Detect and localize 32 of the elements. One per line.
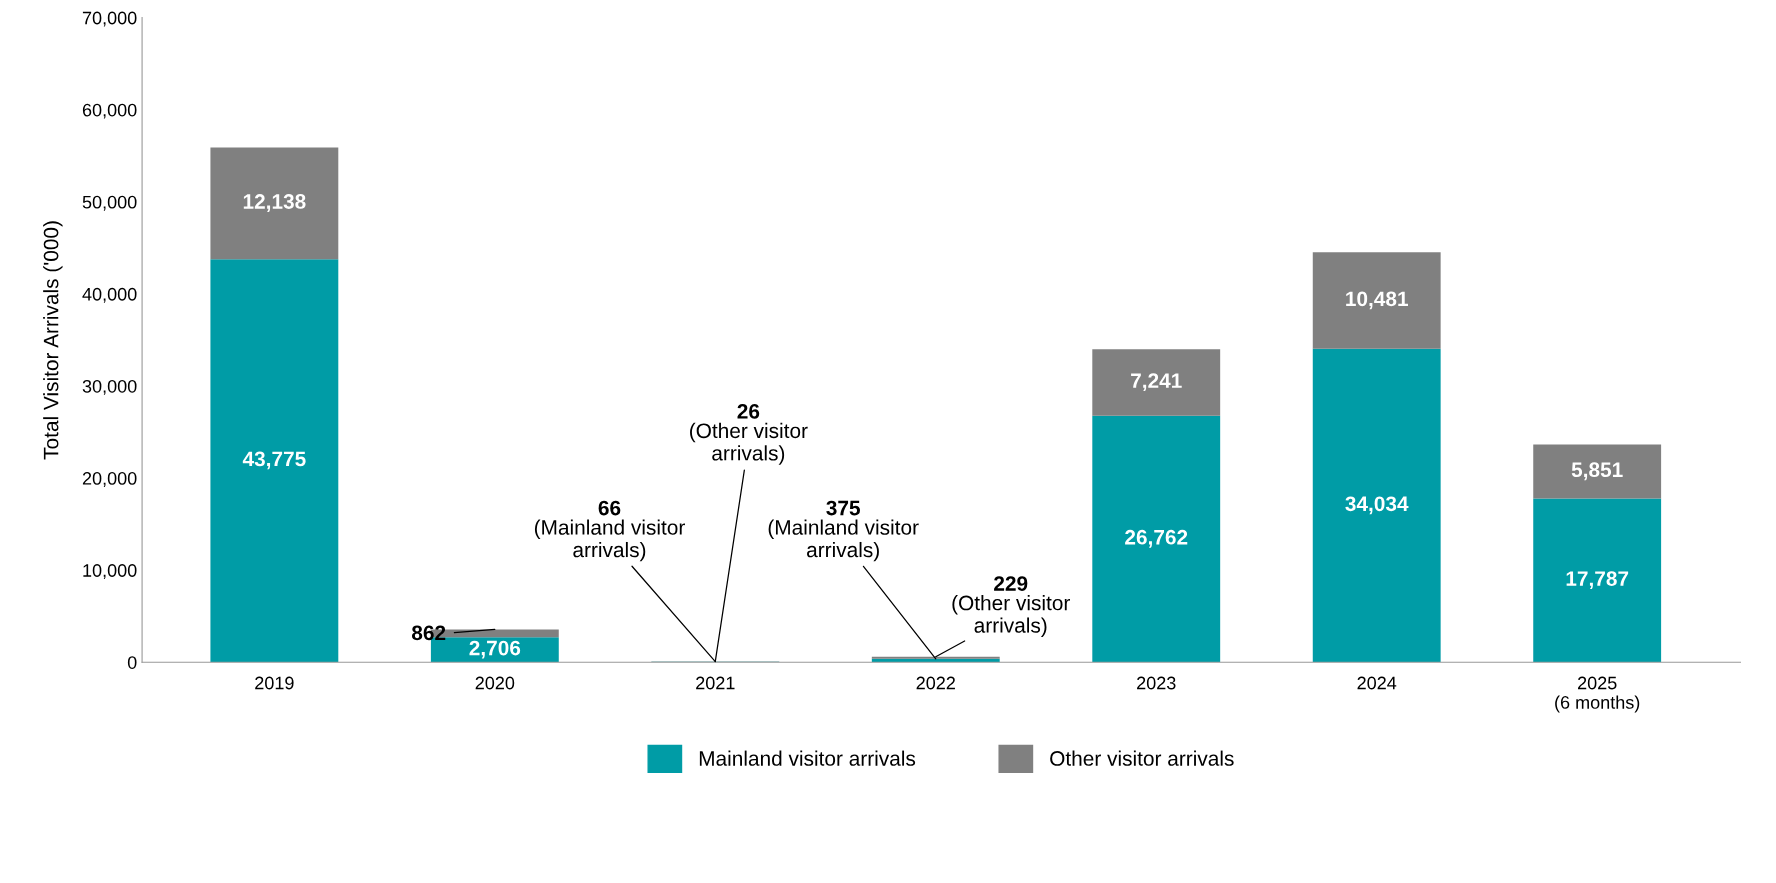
- y-axis-title: Total Visitor Arrivals ('000): [43, 221, 63, 460]
- x-tick-label: 2025 (6 months): [1555, 676, 1640, 713]
- annotation: 26 (Other visitor arrivals): [690, 403, 808, 465]
- x-tick-label: 2024: [1357, 676, 1397, 690]
- annotation: 862: [411, 625, 446, 641]
- data-label: 43,775: [242, 451, 306, 470]
- data-label: 2,706: [469, 640, 521, 659]
- y-tick-label: 20,000: [82, 472, 137, 487]
- y-tick-label: 40,000: [82, 287, 137, 303]
- x-tick-label: 2021: [696, 676, 735, 690]
- annotation: 66 (Mainland visitor arrivals): [534, 500, 685, 562]
- x-tick-label: 2020: [475, 676, 515, 690]
- data-label: 12,138: [243, 194, 306, 212]
- y-tick-label: 50,000: [82, 195, 137, 211]
- y-tick-label: 10,000: [83, 564, 137, 580]
- annotation: 229 (Other visitor arrivals): [952, 576, 1070, 637]
- data-label: 7,241: [1131, 373, 1182, 392]
- x-tick-label: 2023: [1137, 676, 1176, 690]
- data-label: 17,787: [1566, 571, 1629, 589]
- data-label: 5,851: [1571, 462, 1623, 481]
- y-tick-label: 30,000: [82, 379, 137, 395]
- y-tick-label: 60,000: [82, 103, 137, 119]
- y-tick-label: 0: [127, 656, 137, 669]
- annotation: 375 (Mainland visitor arrivals): [768, 500, 919, 562]
- data-label: 26,762: [1125, 529, 1188, 548]
- data-label: 10,481: [1346, 291, 1408, 310]
- legend-label: Mainland visitor arrivals: [699, 750, 916, 766]
- y-tick-label: 70,000: [82, 11, 137, 27]
- x-tick-label: 2022: [916, 676, 955, 690]
- data-label: 34,034: [1345, 496, 1409, 515]
- x-tick-label: 2019: [255, 676, 294, 690]
- legend-label: Other visitor arrivals: [1050, 750, 1234, 766]
